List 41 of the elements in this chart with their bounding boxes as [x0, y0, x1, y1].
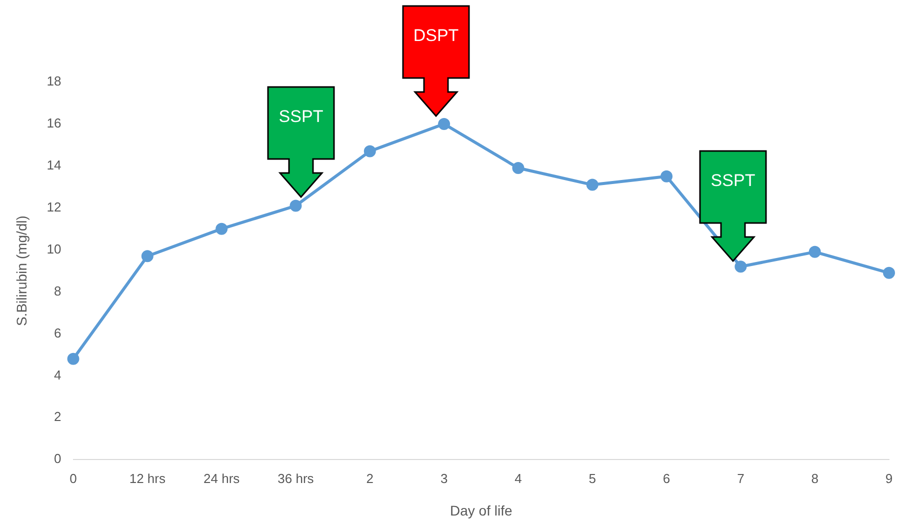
y-tick-label: 10	[46, 241, 62, 256]
x-axis-title: Day of life	[450, 502, 512, 518]
down-arrow: SSPT	[267, 86, 335, 198]
y-tick-label: 14	[46, 157, 62, 172]
annotation: SSPT	[710, 171, 756, 190]
point	[808, 246, 821, 258]
y-tick-label: 18	[46, 74, 62, 89]
y-tick-label: 16	[46, 116, 62, 131]
annotation: SSPT	[278, 107, 324, 126]
y-tick-label: 0	[54, 451, 62, 466]
y-tick-label: 8	[54, 283, 62, 298]
x-tick-label: 12 hrs	[129, 470, 166, 486]
x-tick-label: 8	[811, 470, 818, 486]
point	[586, 178, 598, 191]
x-tick-label: 3	[440, 470, 448, 486]
point	[660, 170, 673, 182]
point	[734, 260, 747, 273]
x-tick-label: 4	[514, 470, 522, 486]
y-tick-label: 6	[54, 325, 62, 340]
y-tick-label: 2	[54, 409, 62, 424]
down-arrow: DSPT	[402, 5, 470, 117]
x-tick-label: 0	[70, 470, 77, 486]
point	[290, 200, 302, 212]
point	[216, 222, 228, 235]
point	[883, 266, 895, 279]
x-tick-label: 5	[588, 470, 596, 486]
x-tick-label: 36 hrs	[278, 470, 314, 486]
x-tick-label: 24 hrs	[204, 470, 240, 486]
point	[512, 162, 524, 174]
x-tick-label: 6	[662, 470, 670, 486]
point	[438, 118, 450, 130]
point	[67, 352, 80, 365]
x-tick-label: 9	[885, 470, 893, 486]
y-tick-label: 12	[46, 199, 62, 214]
x-tick-label: 2	[366, 470, 374, 486]
point	[364, 145, 376, 158]
y-axis-title: S.Bilirubin (mg/dl)	[13, 216, 30, 326]
point	[141, 250, 154, 262]
down-arrow: SSPT	[699, 150, 767, 262]
x-tick-label: 7	[737, 470, 744, 486]
y-tick-label: 4	[54, 367, 62, 382]
